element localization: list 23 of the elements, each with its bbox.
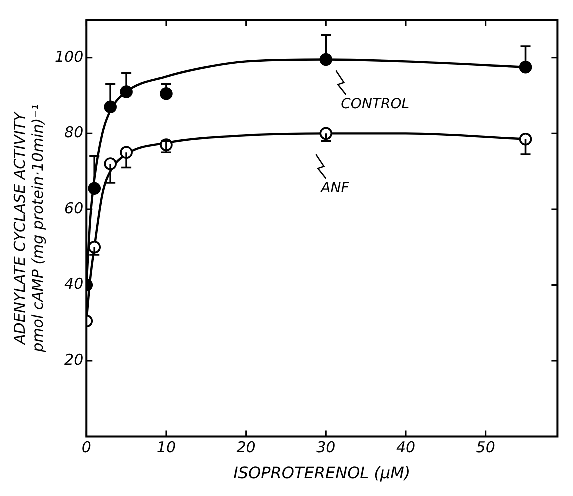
point <box>320 127 333 140</box>
y-tick-label: 100 <box>54 48 84 66</box>
point <box>104 100 117 114</box>
point <box>160 87 173 100</box>
y-axis-title: ADENYLATE CYCLASE ACTIVITY pmol cAMP (mg protein·10min)⁻¹ <box>10 104 47 354</box>
legend-label: ANF <box>320 180 350 196</box>
point <box>320 53 333 66</box>
x-tick-label: 10 <box>156 438 176 457</box>
y-tick-label: 40 <box>64 275 84 294</box>
point <box>88 182 102 196</box>
point <box>120 86 133 98</box>
point <box>519 60 532 74</box>
legend-label: CONTROL <box>341 96 410 112</box>
y-tick-label: 60 <box>64 199 84 218</box>
y-tick-label: 20 <box>64 350 84 369</box>
x-tick-label: 20 <box>236 438 256 457</box>
x-axis-title: ISOPROTERENOL (μM) <box>234 464 411 483</box>
y-tick-label: 80 <box>64 124 84 142</box>
x-tick-label: 0 <box>82 438 92 457</box>
x-tick-label: 50 <box>476 438 496 457</box>
x-tick-label: 30 <box>316 438 336 457</box>
x-tick-label: 40 <box>396 438 416 457</box>
point <box>519 132 532 146</box>
